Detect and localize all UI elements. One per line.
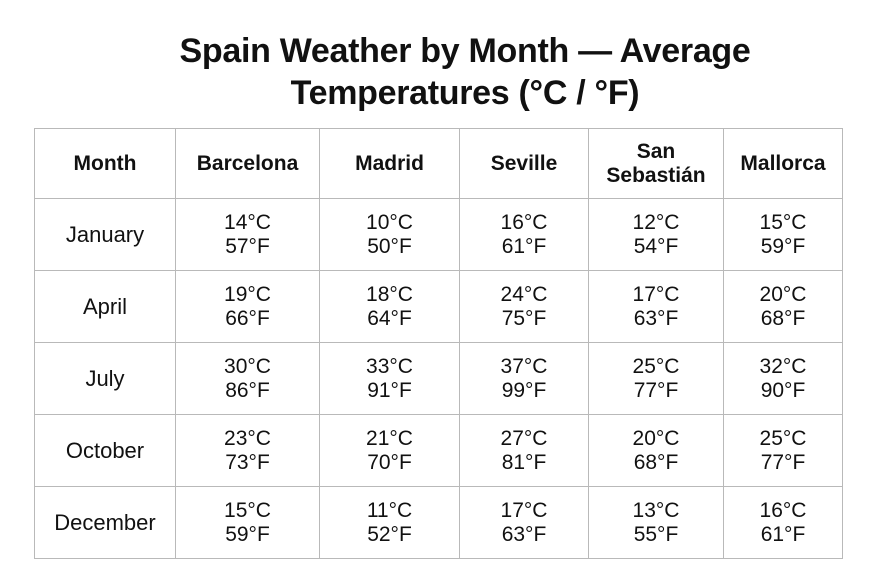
fahrenheit-value: 59°F	[225, 522, 270, 546]
month-cell: October	[34, 414, 176, 487]
fahrenheit-value: 55°F	[633, 522, 679, 546]
month-cell: January	[34, 198, 176, 271]
column-header-5: Mallorca	[723, 128, 843, 199]
fahrenheit-value: 61°F	[760, 522, 806, 546]
fahrenheit-value: 75°F	[501, 306, 547, 330]
month-cell: July	[34, 342, 176, 415]
table-row: July 30°C 86°F 33°C 91°F 37°C 99°F 25°C 77°F 32°C…	[34, 342, 843, 415]
fahrenheit-value: 81°F	[501, 450, 547, 474]
temperature-table-container: Month Barcelona Madrid Seville San Sebastián…	[34, 128, 843, 559]
temperature-cell: 33°C 91°F	[319, 342, 460, 415]
celsius-value: 25°C	[759, 426, 807, 450]
fahrenheit-value: 99°F	[501, 378, 547, 402]
fahrenheit-value: 61°F	[501, 234, 547, 258]
celsius-value: 20°C	[632, 426, 680, 450]
column-header-3: Seville	[459, 128, 589, 199]
temperature-cell: 13°C 55°F	[588, 486, 724, 559]
temperature-cell: 17°C 63°F	[459, 486, 589, 559]
fahrenheit-value: 73°F	[225, 450, 270, 474]
temperature-cell: 37°C 99°F	[459, 342, 589, 415]
celsius-value: 23°C	[224, 426, 271, 450]
temperature-cell: 12°C 54°F	[588, 198, 724, 271]
temperature-cell: 18°C 64°F	[319, 270, 460, 343]
table-row: April 19°C 66°F 18°C 64°F 24°C 75°F 17°C 63°F 20°…	[34, 270, 843, 343]
temperature-table: Month Barcelona Madrid Seville San Sebastián…	[34, 128, 843, 559]
table-body: January 14°C 57°F 10°C 50°F 16°C 61°F 12°C 54°F 1…	[34, 198, 843, 559]
fahrenheit-value: 59°F	[760, 234, 806, 258]
column-header-0: Month	[34, 128, 176, 199]
temperature-cell: 11°C 52°F	[319, 486, 460, 559]
celsius-value: 17°C	[500, 498, 548, 522]
column-header-2: Madrid	[319, 128, 460, 199]
fahrenheit-value: 54°F	[633, 234, 679, 258]
celsius-value: 19°C	[224, 282, 271, 306]
fahrenheit-value: 91°F	[367, 378, 412, 402]
temperature-cell: 32°C 90°F	[723, 342, 843, 415]
fahrenheit-value: 50°F	[367, 234, 412, 258]
fahrenheit-value: 52°F	[367, 522, 412, 546]
chart-title-line-1: Spain Weather by Month — Average	[179, 32, 751, 70]
celsius-value: 14°C	[224, 210, 271, 234]
fahrenheit-value: 70°F	[367, 450, 412, 474]
temperature-cell: 14°C 57°F	[175, 198, 320, 271]
celsius-value: 21°C	[366, 426, 413, 450]
chart-title: Spain Weather by Month — Average Tempera…	[120, 30, 810, 114]
celsius-value: 20°C	[759, 282, 807, 306]
fahrenheit-value: 77°F	[633, 378, 679, 402]
celsius-value: 15°C	[759, 210, 807, 234]
fahrenheit-value: 57°F	[225, 234, 270, 258]
temperature-cell: 20°C 68°F	[723, 270, 843, 343]
celsius-value: 12°C	[632, 210, 680, 234]
fahrenheit-value: 63°F	[633, 306, 679, 330]
celsius-value: 24°C	[500, 282, 548, 306]
celsius-value: 16°C	[500, 210, 548, 234]
celsius-value: 17°C	[632, 282, 680, 306]
fahrenheit-value: 66°F	[225, 306, 270, 330]
column-header-4: San Sebastián	[588, 128, 724, 199]
temperature-cell: 17°C 63°F	[588, 270, 724, 343]
temperature-cell: 25°C 77°F	[588, 342, 724, 415]
temperature-cell: 21°C 70°F	[319, 414, 460, 487]
celsius-value: 10°C	[366, 210, 413, 234]
celsius-value: 30°C	[224, 354, 271, 378]
celsius-value: 11°C	[366, 498, 413, 522]
temperature-cell: 15°C 59°F	[723, 198, 843, 271]
celsius-value: 32°C	[759, 354, 807, 378]
chart-title-line-2: Temperatures (°C / °F)	[290, 74, 640, 112]
fahrenheit-value: 64°F	[367, 306, 412, 330]
table-header-row: Month Barcelona Madrid Seville San Sebastián…	[34, 128, 843, 199]
temperature-cell: 20°C 68°F	[588, 414, 724, 487]
table-row: October 23°C 73°F 21°C 70°F 27°C 81°F 20°C 68°F 2…	[34, 414, 843, 487]
celsius-value: 25°C	[632, 354, 680, 378]
month-cell: April	[34, 270, 176, 343]
celsius-value: 16°C	[759, 498, 807, 522]
temperature-cell: 30°C 86°F	[175, 342, 320, 415]
celsius-value: 37°C	[500, 354, 548, 378]
celsius-value: 33°C	[366, 354, 413, 378]
temperature-cell: 15°C 59°F	[175, 486, 320, 559]
fahrenheit-value: 90°F	[760, 378, 806, 402]
temperature-cell: 10°C 50°F	[319, 198, 460, 271]
celsius-value: 27°C	[500, 426, 548, 450]
temperature-cell: 23°C 73°F	[175, 414, 320, 487]
temperature-cell: 16°C 61°F	[723, 486, 843, 559]
fahrenheit-value: 63°F	[501, 522, 547, 546]
column-header-1: Barcelona	[175, 128, 320, 199]
celsius-value: 13°C	[632, 498, 680, 522]
table-row: January 14°C 57°F 10°C 50°F 16°C 61°F 12°C 54°F 1…	[34, 198, 843, 271]
fahrenheit-value: 86°F	[225, 378, 270, 402]
temperature-cell: 24°C 75°F	[459, 270, 589, 343]
temperature-cell: 19°C 66°F	[175, 270, 320, 343]
celsius-value: 15°C	[224, 498, 271, 522]
table-row: December 15°C 59°F 11°C 52°F 17°C 63°F 13°C 55°F…	[34, 486, 843, 559]
celsius-value: 18°C	[366, 282, 413, 306]
temperature-cell: 25°C 77°F	[723, 414, 843, 487]
fahrenheit-value: 77°F	[760, 450, 806, 474]
temperature-cell: 16°C 61°F	[459, 198, 589, 271]
month-cell: December	[34, 486, 176, 559]
fahrenheit-value: 68°F	[633, 450, 679, 474]
temperature-cell: 27°C 81°F	[459, 414, 589, 487]
fahrenheit-value: 68°F	[760, 306, 806, 330]
